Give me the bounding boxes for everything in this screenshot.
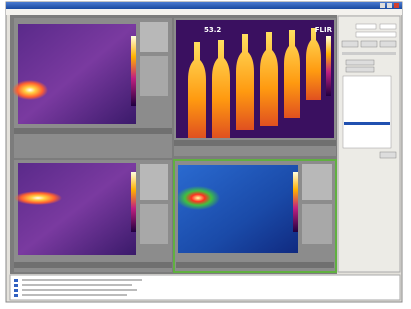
brand-logo: FLIR xyxy=(315,26,333,34)
info-box xyxy=(302,164,332,200)
file-list xyxy=(10,275,400,300)
info-box xyxy=(140,164,168,200)
info-box xyxy=(140,22,168,52)
file-icon xyxy=(14,279,18,282)
caption-bar xyxy=(14,262,172,268)
list-box[interactable] xyxy=(343,76,391,148)
dropdown[interactable] xyxy=(356,32,396,37)
file-row[interactable] xyxy=(22,279,142,281)
file-row[interactable] xyxy=(22,294,127,296)
input-field[interactable] xyxy=(356,24,376,29)
file-icon xyxy=(14,289,18,292)
thermal-image xyxy=(18,24,136,124)
hot-spot xyxy=(14,191,62,205)
screenshot: 53.2 FLIR xyxy=(0,0,411,309)
button[interactable] xyxy=(380,41,396,47)
file-row[interactable] xyxy=(22,284,132,286)
button[interactable] xyxy=(380,152,396,158)
file-row[interactable] xyxy=(22,289,137,291)
close-button[interactable] xyxy=(394,3,399,8)
button[interactable] xyxy=(346,67,374,72)
menu-bar xyxy=(6,9,402,15)
button[interactable] xyxy=(346,60,374,65)
thermal-image xyxy=(18,163,136,255)
color-scale xyxy=(131,172,136,232)
file-icon xyxy=(14,284,18,287)
file-icon xyxy=(14,294,18,297)
button[interactable] xyxy=(361,41,377,47)
info-box xyxy=(140,204,168,244)
caption-bar xyxy=(14,128,172,134)
caption-bar xyxy=(174,140,336,146)
title-bar xyxy=(6,2,402,9)
temperature-reading: 53.2 xyxy=(204,26,221,34)
info-box xyxy=(302,204,332,244)
maximize-button[interactable] xyxy=(387,3,392,8)
info-box xyxy=(140,56,168,96)
hot-spot xyxy=(176,186,220,210)
caption-bar xyxy=(176,262,334,268)
color-scale xyxy=(293,172,298,232)
color-scale xyxy=(131,36,136,106)
selected-item[interactable] xyxy=(344,122,390,125)
tab-strip[interactable] xyxy=(342,52,396,55)
page: 53.2 FLIR (() => { const data = JSON.par… xyxy=(0,0,411,309)
hot-spot xyxy=(12,80,48,100)
button[interactable] xyxy=(342,41,358,47)
minimize-button[interactable] xyxy=(380,3,385,8)
input-field[interactable] xyxy=(380,24,396,29)
color-scale xyxy=(326,36,331,96)
